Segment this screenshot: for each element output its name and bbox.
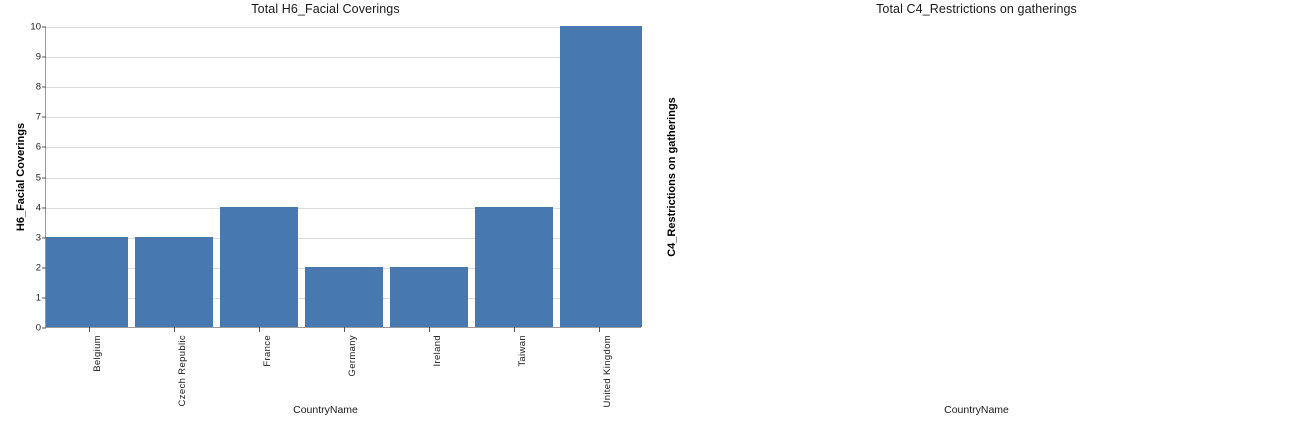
x-tick-label: Germany [347,335,358,377]
bar[interactable] [560,26,642,327]
x-tick-label: Taiwan [517,335,529,367]
y-tick-mark [42,56,46,58]
x-tick-label: United Kingdom [602,335,614,408]
y-tick-mark [42,86,46,88]
y-tick-label: 0 [35,322,41,334]
y-tick-mark [42,327,46,329]
x-tick-mark [599,327,601,332]
y-tick-label: 2 [35,262,41,274]
gridline [46,177,641,179]
y-tick-mark [42,116,46,118]
bar[interactable] [304,266,384,327]
x-tick-mark [88,327,90,332]
y-tick-mark [42,297,46,299]
chart-title-facial-coverings: Total H6_Facial Coverings [251,2,400,16]
y-tick-mark [42,267,46,269]
bar[interactable] [475,206,554,327]
y-tick-label: 10 [30,21,41,33]
y-axis-title-restrictions-gatherings: C4_Restrictions on gatherings [666,97,678,257]
y-tick-label: 7 [35,111,41,123]
y-tick-mark [42,26,46,28]
y-tick-mark [42,146,46,148]
y-tick-label: 4 [35,201,41,213]
y-tick-label: 5 [35,171,41,183]
bar[interactable] [390,266,469,327]
y-tick-mark [42,177,46,178]
y-tick-label: 6 [35,141,41,153]
y-tick-label: 3 [35,231,41,243]
y-tick-label: 8 [35,81,41,93]
gridline [46,237,641,239]
gridline [46,87,641,89]
bar[interactable] [134,236,213,327]
x-tick-mark [514,327,516,332]
gridline [46,147,641,149]
y-tick-label: 1 [35,292,41,304]
x-tick-label: Czech Republic [176,335,188,407]
gridline [46,57,641,59]
gridline [46,27,641,28]
chart-panel-restrictions-gatherings: Total C4_Restrictions on gatherings C4_R… [651,0,1302,428]
y-axis-title-facial-coverings: H6_Facial Coverings [15,122,27,232]
x-tick-mark [173,327,175,332]
y-tick-mark [42,207,46,209]
x-tick-label: Belgium [91,335,103,372]
x-tick-label: Ireland [432,335,444,367]
y-tick-mark [42,237,46,239]
x-tick-mark [429,327,431,332]
gridline [46,117,641,119]
bar[interactable] [46,236,128,327]
gridline [46,207,641,209]
x-tick-mark [344,327,345,332]
chart-title-restrictions-gatherings: Total C4_Restrictions on gatherings [876,2,1077,16]
x-tick-label: France [261,335,273,367]
chart-panel-facial-coverings: Total H6_Facial Coverings H6_Facial Cove… [15,2,642,416]
plot-area-facial-coverings: 0 1 2 3 4 5 6 7 8 9 10 Belgium Czech Republic France G… [30,22,642,408]
bar[interactable] [219,206,298,327]
x-axis-title-restrictions-gatherings: CountryName [944,404,1009,416]
y-tick-label: 9 [35,51,41,63]
x-tick-mark [258,327,260,332]
x-axis-title-facial-coverings: CountryName [293,404,358,416]
